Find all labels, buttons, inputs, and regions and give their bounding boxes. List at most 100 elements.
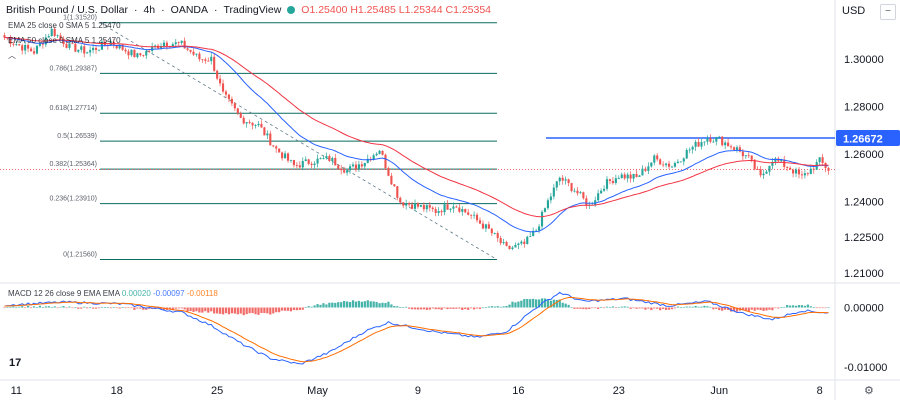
candle-body: [278, 148, 281, 153]
candle-body: [313, 163, 316, 166]
macd-histogram-bar: [189, 307, 192, 311]
candle-body: [257, 123, 260, 126]
tradingview-logo-icon[interactable]: 17: [9, 357, 22, 369]
candle-body: [71, 43, 74, 45]
candle-body: [797, 169, 801, 175]
candle-body: [92, 47, 95, 51]
macd-histogram-bar: [59, 306, 62, 308]
macd-histogram-bar: [561, 302, 564, 308]
macd-histogram-bar: [703, 305, 706, 308]
macd-histogram-bar: [15, 307, 18, 309]
candle-body: [286, 153, 290, 161]
macd-histogram-bar: [659, 307, 662, 311]
macd-histogram-bar: [44, 306, 47, 308]
candle-body: [608, 179, 612, 181]
time-axis-label: 11: [11, 385, 22, 397]
candle-body: [502, 242, 505, 244]
candle-body: [629, 174, 632, 179]
candle-body: [29, 48, 33, 52]
symbol-name[interactable]: British Pound / U.S. Dollar: [6, 4, 128, 16]
macd-histogram-bar: [301, 307, 304, 310]
macd-histogram-bar: [26, 305, 30, 308]
candle-body: [422, 205, 425, 210]
macd-histogram-bar: [771, 307, 774, 311]
candle-body: [768, 165, 771, 172]
candle-body: [372, 155, 375, 160]
candle-body: [812, 168, 815, 170]
candle-body: [381, 150, 384, 155]
candle-body: [390, 175, 393, 185]
candle-body: [337, 165, 340, 169]
candle-body: [499, 238, 502, 244]
candle-body: [35, 45, 39, 54]
macd-histogram-bar: [744, 307, 747, 312]
candle-body: [535, 230, 538, 232]
candle-body: [357, 164, 360, 169]
candle-body: [470, 214, 473, 216]
macd-histogram-bar: [579, 307, 582, 309]
macd-histogram-bar: [242, 307, 245, 316]
candle-body: [458, 207, 461, 212]
currency-label[interactable]: USD: [842, 5, 866, 17]
macd-histogram-bar: [97, 307, 101, 309]
candle-body: [461, 209, 464, 212]
macd-histogram-bar: [821, 307, 824, 309]
ema-fast-legend[interactable]: EMA 25 close 0 SMA 5 1.25470: [8, 21, 121, 30]
candle-body: [747, 155, 750, 157]
macd-histogram-bar: [393, 306, 396, 308]
macd-histogram-bar: [467, 307, 470, 310]
macd-histogram-bar: [464, 307, 467, 310]
macd-histogram-bar: [136, 307, 139, 309]
candle-body: [694, 141, 697, 147]
macd-histogram-bar: [647, 307, 650, 309]
minimize-button[interactable]: −: [880, 4, 896, 20]
candle-body: [449, 208, 452, 210]
ema-slow-legend[interactable]: EMA 50 close 0 SMA 5 1.25470: [8, 36, 121, 45]
candle-body: [284, 153, 287, 159]
candle-body: [32, 51, 36, 54]
macd-histogram-bar: [499, 306, 502, 308]
candle-body: [41, 43, 44, 45]
macd-histogram-bar: [806, 304, 809, 308]
time-axis-label: 16: [512, 385, 524, 397]
candle-body: [653, 155, 656, 163]
timeframe-label[interactable]: 4h: [143, 4, 156, 16]
candle-body: [561, 177, 564, 181]
macd-histogram-bar: [653, 307, 656, 309]
candle-body: [298, 165, 301, 168]
macd-legend[interactable]: MACD 12 26 close 9 EMA EMA 0.00020 -0.00…: [8, 289, 218, 298]
candle-body: [792, 169, 795, 174]
macd-histogram-bar: [759, 307, 762, 311]
macd-histogram-bar: [251, 307, 254, 314]
candle-body: [68, 43, 71, 48]
macd-histogram-bar: [493, 306, 496, 308]
macd-histogram-bar: [180, 307, 183, 309]
macd-histogram-bar: [537, 299, 541, 308]
macd-histogram-bar: [372, 301, 375, 308]
candle-body: [346, 170, 349, 173]
candle-body: [207, 60, 210, 62]
macd-histogram-bar: [791, 305, 795, 308]
candle-body: [756, 169, 759, 171]
macd-histogram-bar: [552, 299, 555, 308]
macd-histogram-bar: [644, 307, 647, 310]
macd-histogram-bar: [809, 306, 812, 308]
collapse-legend-icon[interactable]: ︿: [8, 51, 16, 60]
settings-gear-icon[interactable]: ⚙: [864, 385, 874, 397]
chart-header: British Pound / U.S. Dollar · 4h · OANDA…: [6, 4, 492, 16]
candle-body: [399, 197, 402, 203]
candle-body: [233, 103, 236, 109]
candle-body: [136, 53, 139, 58]
candle-body: [351, 164, 355, 167]
price-axis-label: 1.22500: [844, 232, 884, 244]
macd-histogram-bar: [41, 307, 44, 308]
candle-body: [219, 78, 222, 84]
candle-body: [600, 190, 603, 194]
candle-body: [86, 52, 89, 54]
macd-histogram-bar: [611, 306, 615, 308]
macd-label: MACD 12 26 close 9 EMA EMA: [8, 289, 120, 298]
candle-body: [366, 158, 369, 163]
candle-body: [481, 223, 485, 229]
macd-histogram-bar: [526, 299, 529, 308]
